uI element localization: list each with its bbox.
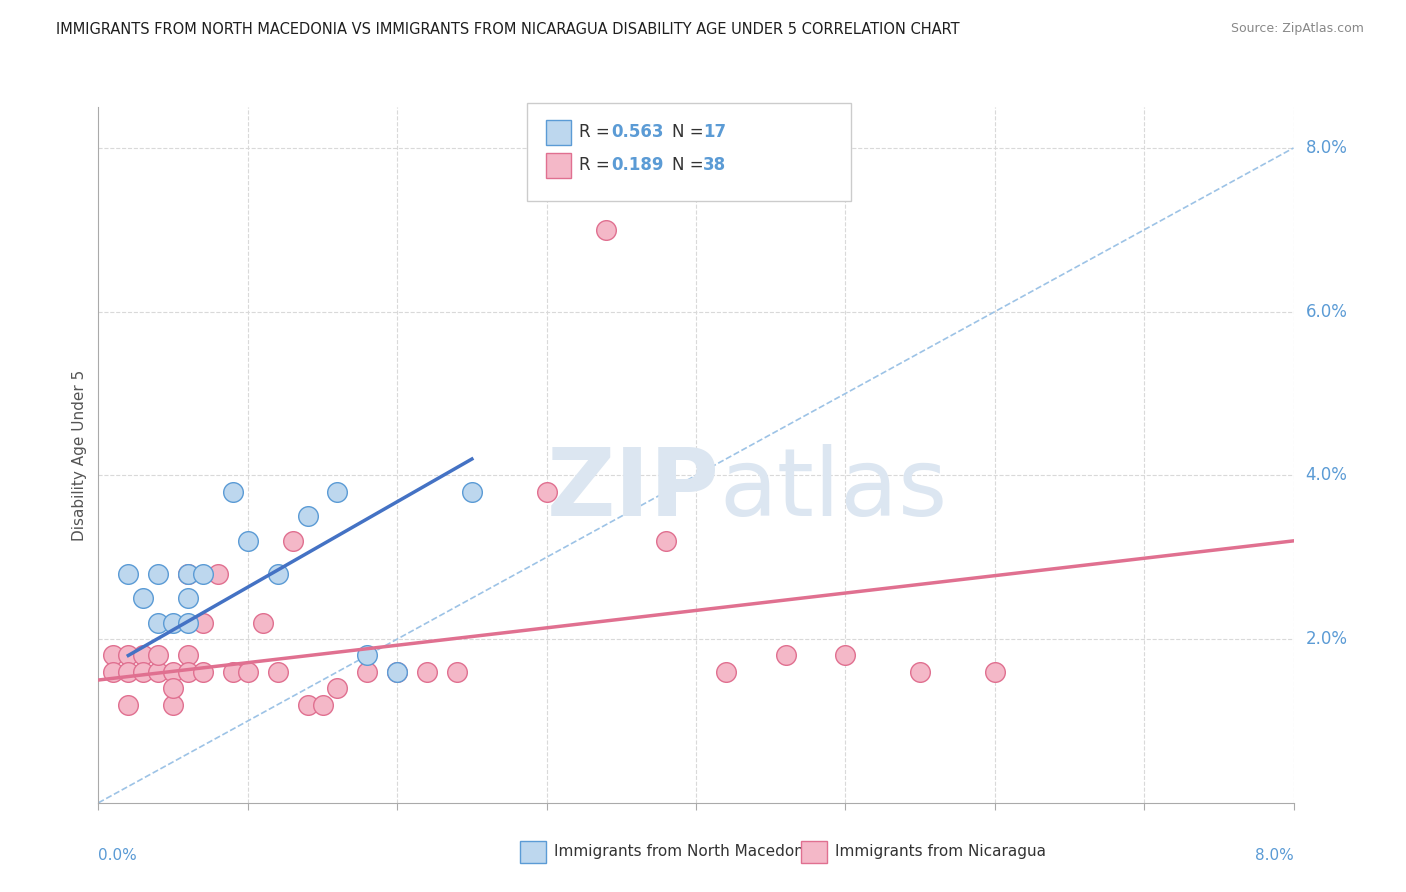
Text: 17: 17 xyxy=(703,123,725,141)
Point xyxy=(385,665,409,679)
Point xyxy=(252,615,274,630)
Text: R =: R = xyxy=(579,156,616,174)
Point xyxy=(191,566,214,581)
Point xyxy=(297,509,319,524)
Point xyxy=(446,665,468,679)
Point xyxy=(834,648,856,663)
Point xyxy=(356,665,378,679)
Point xyxy=(148,665,170,679)
Point xyxy=(191,665,214,679)
Point xyxy=(655,533,678,548)
Point xyxy=(595,223,617,237)
Point xyxy=(356,648,378,663)
Point xyxy=(416,665,439,679)
Text: ZIP: ZIP xyxy=(547,443,720,536)
Point xyxy=(177,665,200,679)
Point xyxy=(148,615,170,630)
Point xyxy=(117,648,139,663)
Point xyxy=(236,665,259,679)
Point xyxy=(162,681,184,696)
Point xyxy=(177,648,200,663)
Text: R =: R = xyxy=(579,123,616,141)
Point xyxy=(267,566,290,581)
Point xyxy=(297,698,319,712)
Point xyxy=(267,665,290,679)
Point xyxy=(236,533,259,548)
Text: 0.189: 0.189 xyxy=(612,156,664,174)
Text: N =: N = xyxy=(672,156,709,174)
Point xyxy=(311,698,333,712)
Text: 38: 38 xyxy=(703,156,725,174)
Text: 0.563: 0.563 xyxy=(612,123,664,141)
Point xyxy=(281,533,304,548)
Point xyxy=(132,648,155,663)
Text: atlas: atlas xyxy=(720,443,948,536)
Point xyxy=(148,566,170,581)
Point xyxy=(162,615,184,630)
Point xyxy=(162,698,184,712)
Text: 2.0%: 2.0% xyxy=(1305,630,1347,648)
Point xyxy=(117,566,139,581)
Text: Immigrants from Nicaragua: Immigrants from Nicaragua xyxy=(835,845,1046,859)
Point xyxy=(148,648,170,663)
Point xyxy=(222,484,245,499)
Point xyxy=(103,648,125,663)
Point xyxy=(177,615,200,630)
Point xyxy=(103,665,125,679)
Y-axis label: Disability Age Under 5: Disability Age Under 5 xyxy=(72,369,87,541)
Point xyxy=(385,665,409,679)
Text: 8.0%: 8.0% xyxy=(1305,139,1347,157)
Point xyxy=(222,665,245,679)
Text: N =: N = xyxy=(672,123,709,141)
Point xyxy=(177,591,200,606)
Text: Source: ZipAtlas.com: Source: ZipAtlas.com xyxy=(1230,22,1364,36)
Text: 6.0%: 6.0% xyxy=(1305,302,1347,321)
Point xyxy=(775,648,797,663)
Point xyxy=(191,615,214,630)
Point xyxy=(117,698,139,712)
Point xyxy=(326,484,349,499)
Point xyxy=(714,665,737,679)
Point xyxy=(461,484,484,499)
Text: 8.0%: 8.0% xyxy=(1254,848,1294,863)
Point xyxy=(162,665,184,679)
Point xyxy=(132,591,155,606)
Point xyxy=(117,665,139,679)
Text: Immigrants from North Macedonia: Immigrants from North Macedonia xyxy=(554,845,817,859)
Point xyxy=(326,681,349,696)
Point xyxy=(177,566,200,581)
Point xyxy=(207,566,229,581)
Point xyxy=(908,665,931,679)
Text: 4.0%: 4.0% xyxy=(1305,467,1347,484)
Text: IMMIGRANTS FROM NORTH MACEDONIA VS IMMIGRANTS FROM NICARAGUA DISABILITY AGE UNDE: IMMIGRANTS FROM NORTH MACEDONIA VS IMMIG… xyxy=(56,22,960,37)
Point xyxy=(177,566,200,581)
Text: 0.0%: 0.0% xyxy=(98,848,138,863)
Point xyxy=(536,484,558,499)
Point xyxy=(983,665,1005,679)
Point xyxy=(132,665,155,679)
